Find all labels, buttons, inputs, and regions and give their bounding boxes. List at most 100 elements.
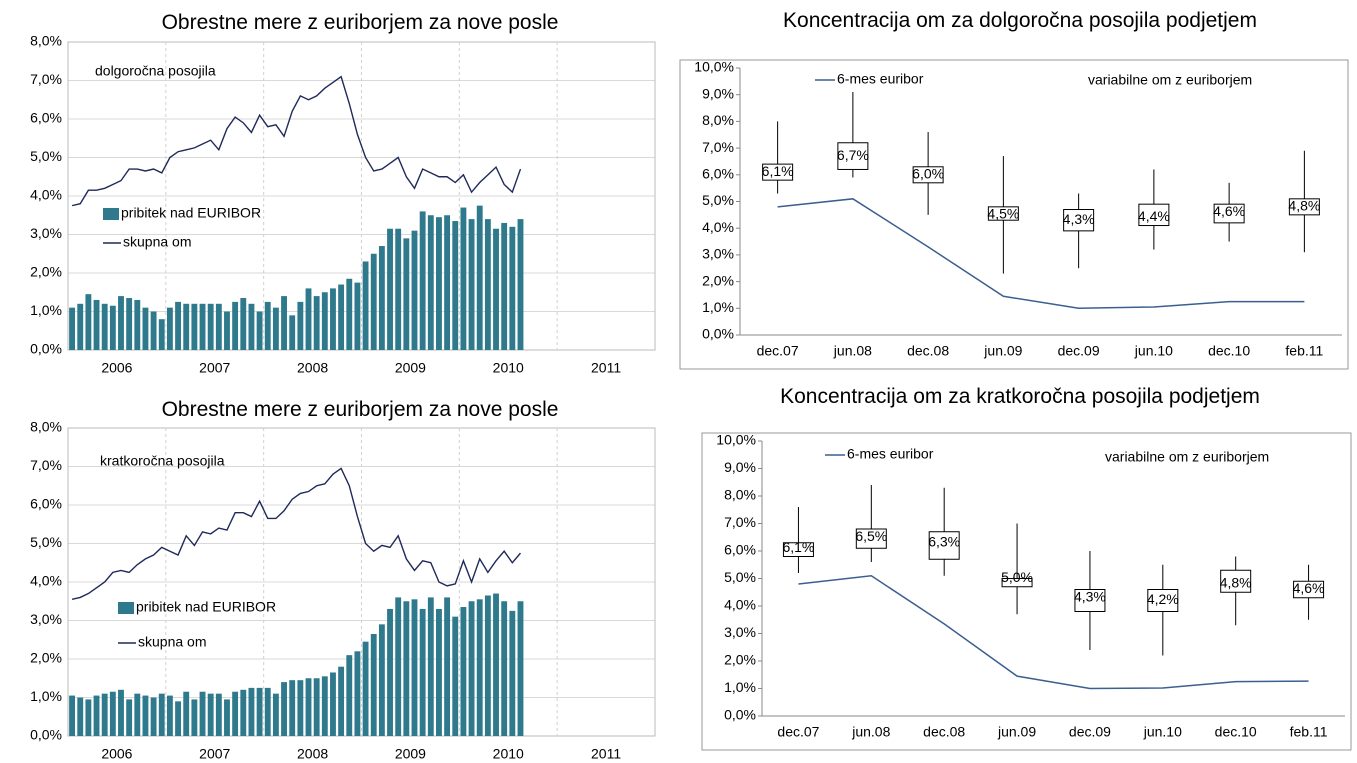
x-tick-label: jun.08 — [833, 343, 872, 359]
bar — [387, 608, 393, 736]
bar — [484, 595, 491, 736]
bar — [362, 641, 369, 736]
bar — [118, 689, 124, 736]
bar — [118, 296, 124, 350]
bar — [150, 697, 157, 736]
bar — [493, 228, 499, 350]
x-tick-label: dec.09 — [1058, 343, 1100, 359]
line — [71, 75, 522, 207]
bar — [484, 219, 491, 350]
bar — [411, 230, 418, 350]
line — [798, 574, 1309, 690]
y-tick-label: 8,0% — [30, 33, 62, 49]
box — [855, 528, 887, 549]
value-label: 5,0% — [1001, 569, 1033, 585]
x-tick-label: jun.09 — [997, 724, 1036, 740]
y-tick-label: 3,0% — [30, 225, 62, 241]
bar — [403, 601, 410, 736]
x-tick-label: 2011 — [591, 746, 621, 762]
bar — [338, 284, 345, 350]
bar — [215, 303, 222, 350]
chart-title: Koncentracija om za dolgoročna posojila … — [783, 9, 1257, 32]
box — [1138, 203, 1170, 227]
bar — [395, 597, 402, 736]
value-label: 6,1% — [782, 539, 814, 555]
bar — [199, 691, 206, 736]
bar — [395, 228, 402, 350]
box — [1001, 578, 1033, 588]
bar — [403, 238, 410, 350]
bar — [256, 311, 263, 350]
bar — [305, 288, 312, 350]
bar — [476, 599, 483, 736]
x-tick-label: dec.10 — [1208, 343, 1250, 359]
bar — [297, 301, 304, 350]
bar — [248, 687, 255, 736]
bar — [158, 319, 165, 350]
y-tick-label: 3,0% — [702, 246, 734, 262]
bar — [109, 305, 116, 350]
bar — [354, 282, 361, 350]
value-label: 4,8% — [1220, 575, 1252, 591]
bar — [272, 693, 279, 736]
bar — [452, 221, 459, 350]
y-tick-label: 0,0% — [30, 727, 62, 743]
legend-label: pribitek nad EURIBOR — [121, 205, 261, 221]
box — [1288, 198, 1320, 216]
y-tick-label: 6,0% — [30, 110, 62, 126]
y-tick-label: 2,0% — [702, 272, 734, 288]
bar — [166, 307, 173, 350]
y-tick-label: 0,0% — [702, 326, 734, 342]
bar — [354, 651, 361, 736]
bar — [509, 610, 516, 736]
bar — [305, 678, 312, 736]
x-tick-label: dec.09 — [1069, 724, 1111, 740]
x-tick-label: jun.10 — [1134, 343, 1173, 359]
value-label: 4,2% — [1147, 591, 1179, 607]
bar — [93, 695, 100, 736]
box — [1063, 209, 1095, 232]
bar — [468, 219, 475, 350]
bar — [85, 699, 92, 736]
legend-label: 6-mes euribor — [847, 446, 934, 462]
bar — [240, 689, 247, 736]
value-label: 4,5% — [987, 206, 1019, 222]
value-label: 4,3% — [1063, 211, 1095, 227]
box — [1074, 589, 1106, 612]
y-tick-label: 9,0% — [724, 459, 756, 475]
bar — [256, 687, 263, 736]
y-tick-label: 1,0% — [702, 299, 734, 315]
x-tick-label: dec.08 — [923, 724, 965, 740]
x-tick-label: 2008 — [297, 746, 328, 762]
box — [1293, 580, 1325, 599]
bar — [387, 228, 393, 350]
y-tick-label: 2,0% — [30, 264, 62, 280]
legend-label: skupna om — [138, 634, 206, 650]
legend-label: skupna om — [123, 234, 191, 250]
x-tick-label: 2006 — [101, 746, 132, 762]
bar — [436, 217, 442, 350]
x-tick-label: dec.10 — [1215, 724, 1257, 740]
y-tick-label: 0,0% — [30, 341, 62, 357]
bar — [338, 666, 345, 736]
box — [782, 542, 814, 557]
x-tick-label: jun.09 — [983, 343, 1022, 359]
bar — [313, 296, 320, 350]
y-tick-label: 6,0% — [30, 496, 62, 512]
bar — [427, 597, 434, 736]
bar — [436, 608, 442, 736]
bar — [85, 294, 92, 350]
bar — [272, 307, 279, 350]
value-label: 6,5% — [855, 528, 887, 544]
bar — [183, 691, 190, 736]
line — [777, 198, 1305, 310]
chart-title: Obrestne mere z euriborjem za nove posle — [161, 11, 559, 34]
legend-label: 6-mes euribor — [837, 71, 924, 87]
bar — [224, 311, 230, 350]
x-tick-label: dec.07 — [757, 343, 799, 359]
bar — [517, 601, 524, 736]
bar — [419, 211, 426, 350]
y-tick-label: 10,0% — [694, 59, 734, 75]
